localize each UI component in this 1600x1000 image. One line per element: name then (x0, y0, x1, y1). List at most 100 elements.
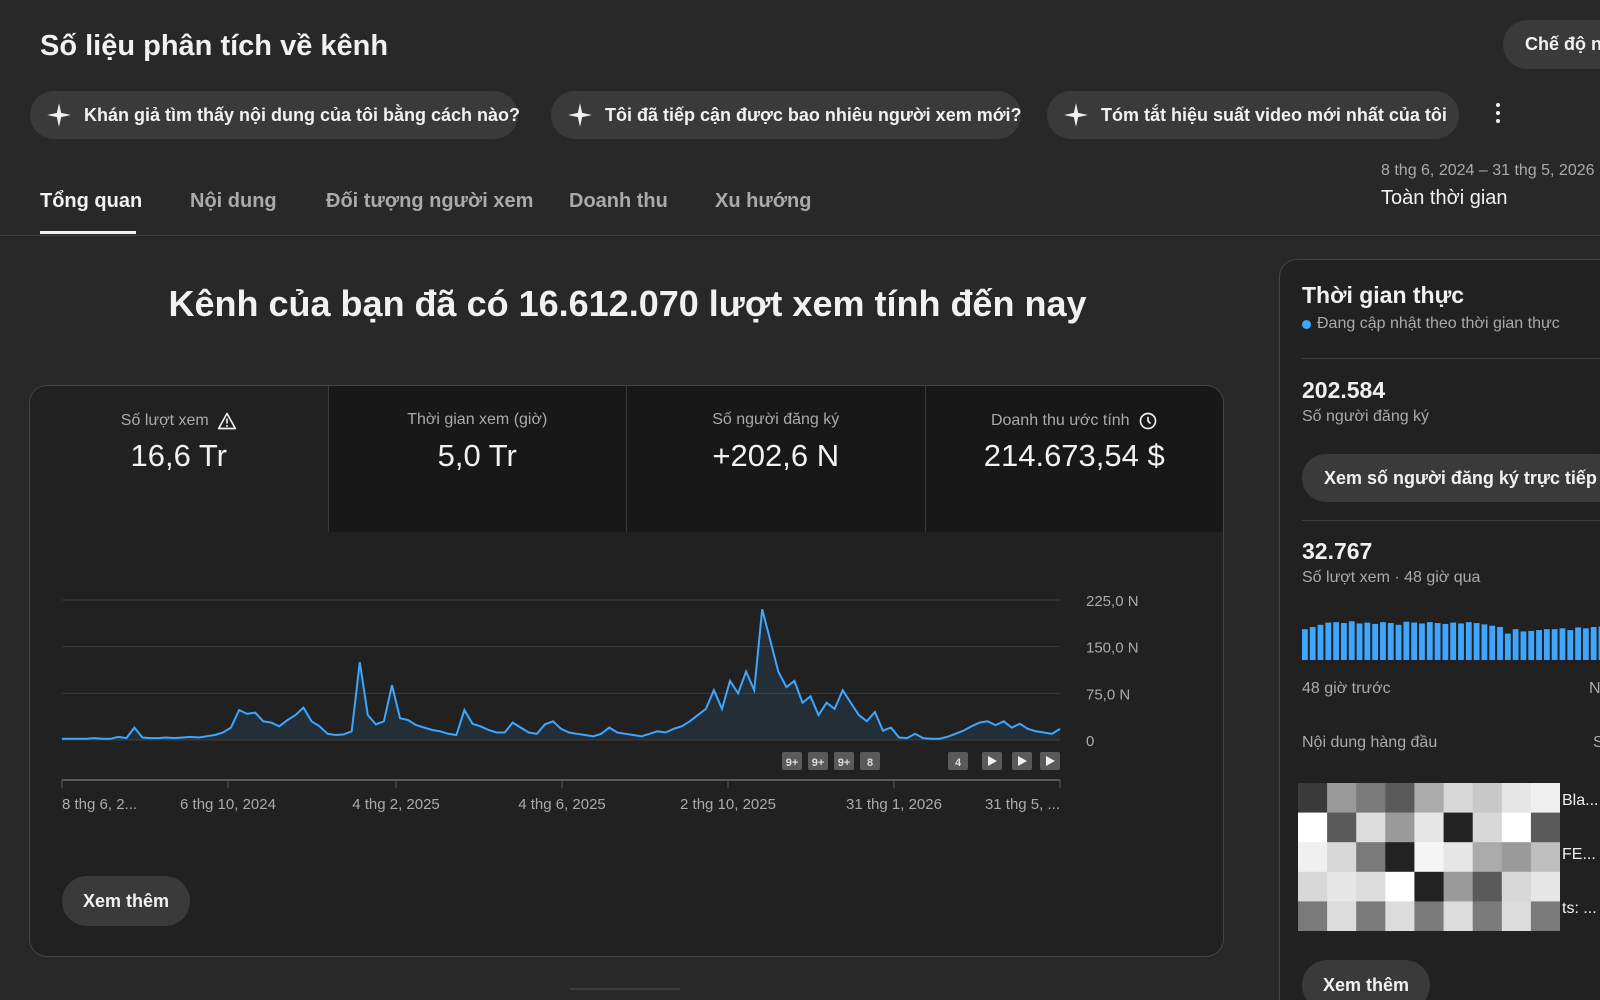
suggestion-chip-latest-video[interactable]: Tóm tắt hiệu suất video mới nhất của tôi (1047, 91, 1459, 139)
tab-revenue[interactable]: Doanh thu (569, 190, 668, 212)
warning-icon[interactable] (217, 411, 237, 431)
realtime-bar (1528, 630, 1535, 660)
thumbnail-pixel (1472, 901, 1503, 931)
thumbnail-pixel (1356, 871, 1386, 902)
x-tick-label: 4 thg 6, 2025 (518, 796, 606, 813)
realtime-bar-chart[interactable] (1302, 616, 1600, 660)
divider (1302, 520, 1600, 521)
top-content-title[interactable]: ts: ... (1562, 900, 1597, 917)
tab-active-indicator (40, 231, 136, 234)
play-marker-icon[interactable] (1012, 752, 1032, 770)
metric-watch-time[interactable]: Thời gian xem (giờ) 5,0 Tr (327, 386, 626, 532)
thumbnail-pixel (1356, 812, 1386, 843)
top-content-thumbnail[interactable] (1298, 783, 1560, 931)
thumbnail-pixel (1443, 901, 1474, 931)
thumbnail-pixel (1414, 901, 1444, 931)
x-tick-label: 2 thg 10, 2025 (680, 796, 776, 813)
video-marker[interactable]: 8 (860, 752, 880, 770)
realtime-bar (1504, 633, 1511, 660)
top-content-title[interactable]: FE... (1562, 846, 1596, 863)
views-area (62, 609, 1060, 740)
realtime-bar (1442, 623, 1449, 660)
date-range-label[interactable]: Toàn thời gian (1381, 187, 1508, 209)
thumbnail-pixel (1501, 783, 1532, 814)
realtime-bar (1465, 622, 1472, 660)
realtime-bar (1559, 628, 1566, 660)
tab-content[interactable]: Nội dung (190, 190, 277, 212)
tab-trends[interactable]: Xu hướng (715, 190, 812, 212)
suggestion-chip-audience[interactable]: Khán giả tìm thấy nội dung của tôi bằng … (30, 91, 520, 139)
video-marker[interactable]: 9+ (782, 752, 802, 770)
tab-audience[interactable]: Đối tượng người xem (326, 190, 534, 212)
top-content-title[interactable]: Bla... (1562, 792, 1599, 809)
realtime-bar (1356, 623, 1363, 660)
thumbnail-pixel (1501, 842, 1532, 873)
thumbnail-pixel (1327, 812, 1357, 843)
svg-text:9+: 9+ (786, 757, 799, 769)
clock-icon[interactable] (1138, 411, 1158, 431)
thumbnail-pixel (1472, 871, 1503, 902)
realtime-bar (1309, 627, 1316, 660)
metric-views[interactable]: Số lượt xem 16,6 Tr (30, 386, 328, 532)
mode-button[interactable]: Chế độ n (1503, 20, 1600, 69)
realtime-bar (1598, 626, 1600, 660)
thumbnail-pixel (1530, 783, 1560, 814)
thumbnail-pixel (1443, 783, 1474, 814)
realtime-bar (1325, 622, 1332, 660)
metric-label: Số người đăng ký (712, 411, 840, 428)
video-marker[interactable]: 9+ (834, 752, 854, 770)
top-content-heading: Nội dung hàng đầu (1302, 734, 1438, 751)
headline: Kênh của bạn đã có 16.612.070 lượt xem t… (168, 283, 1087, 324)
metric-value: +202,6 N (712, 438, 840, 473)
realtime-see-more-button[interactable]: Xem thêm (1302, 960, 1430, 1000)
more-vert-icon[interactable] (1486, 98, 1510, 128)
svg-text:9+: 9+ (812, 757, 825, 769)
realtime-bar (1543, 629, 1550, 660)
x-tick-label: 6 thg 10, 2024 (180, 796, 276, 813)
thumbnail-pixel (1472, 842, 1503, 873)
realtime-bar (1512, 629, 1519, 660)
divider (1302, 358, 1600, 359)
realtime-title: Thời gian thực (1302, 282, 1465, 308)
realtime-bar (1419, 623, 1425, 660)
realtime-view-label: Số lượt xem · 48 giờ qua (1302, 569, 1481, 586)
see-more-button[interactable]: Xem thêm (62, 876, 190, 926)
views-line (62, 609, 1061, 740)
thumbnail-pixel (1501, 901, 1532, 931)
thumbnail-pixel (1443, 812, 1474, 843)
thumbnail-pixel (1501, 871, 1532, 902)
metric-subscribers[interactable]: Số người đăng ký +202,6 N (626, 386, 925, 532)
play-marker-icon[interactable] (982, 752, 1002, 770)
realtime-axis-end: N (1589, 680, 1600, 697)
tab-overview[interactable]: Tổng quan (40, 190, 143, 212)
realtime-bar (1536, 630, 1542, 660)
suggestion-chip-new-viewers[interactable]: Tôi đã tiếp cận được bao nhiêu người xem… (551, 91, 1022, 139)
realtime-bar (1411, 622, 1418, 660)
metric-value: 16,6 Tr (130, 438, 228, 473)
play-marker-icon[interactable] (1040, 752, 1060, 770)
realtime-bar (1372, 623, 1379, 660)
views-chart[interactable]: 225,0 N 150,0 N 75,0 N 0 9+ 9+ 9+ 8 4 8 thg 6, 2.… (30, 532, 1224, 862)
y-tick-label: 225,0 N (1086, 593, 1139, 610)
thumbnail-pixel (1356, 783, 1386, 814)
video-marker[interactable]: 9+ (808, 752, 828, 770)
x-tick-label: 31 thg 5, ... (985, 796, 1060, 813)
sparkle-icon (47, 103, 71, 127)
realtime-subscriber-label: Số người đăng ký (1302, 408, 1430, 425)
realtime-bar (1395, 624, 1402, 660)
thumbnail-pixel (1385, 783, 1415, 814)
live-subscribers-button[interactable]: Xem số người đăng ký trực tiếp (1302, 454, 1600, 502)
thumbnail-pixel (1385, 812, 1415, 843)
metric-label: Doanh thu ước tính (990, 412, 1130, 429)
metric-revenue[interactable]: Doanh thu ước tính 214.673,54 $ (924, 386, 1223, 532)
svg-text:9+: 9+ (838, 757, 851, 769)
divider (570, 988, 680, 990)
realtime-bar (1348, 621, 1355, 660)
thumbnail-pixel (1385, 871, 1415, 902)
realtime-bar (1582, 628, 1589, 660)
y-tick-label: 150,0 N (1086, 640, 1139, 657)
thumbnail-pixel (1356, 901, 1386, 931)
video-marker[interactable]: 4 (948, 752, 968, 770)
thumbnail-pixel (1414, 783, 1444, 814)
date-range[interactable]: 8 thg 6, 2024 – 31 thg 5, 2026 (1381, 162, 1595, 179)
